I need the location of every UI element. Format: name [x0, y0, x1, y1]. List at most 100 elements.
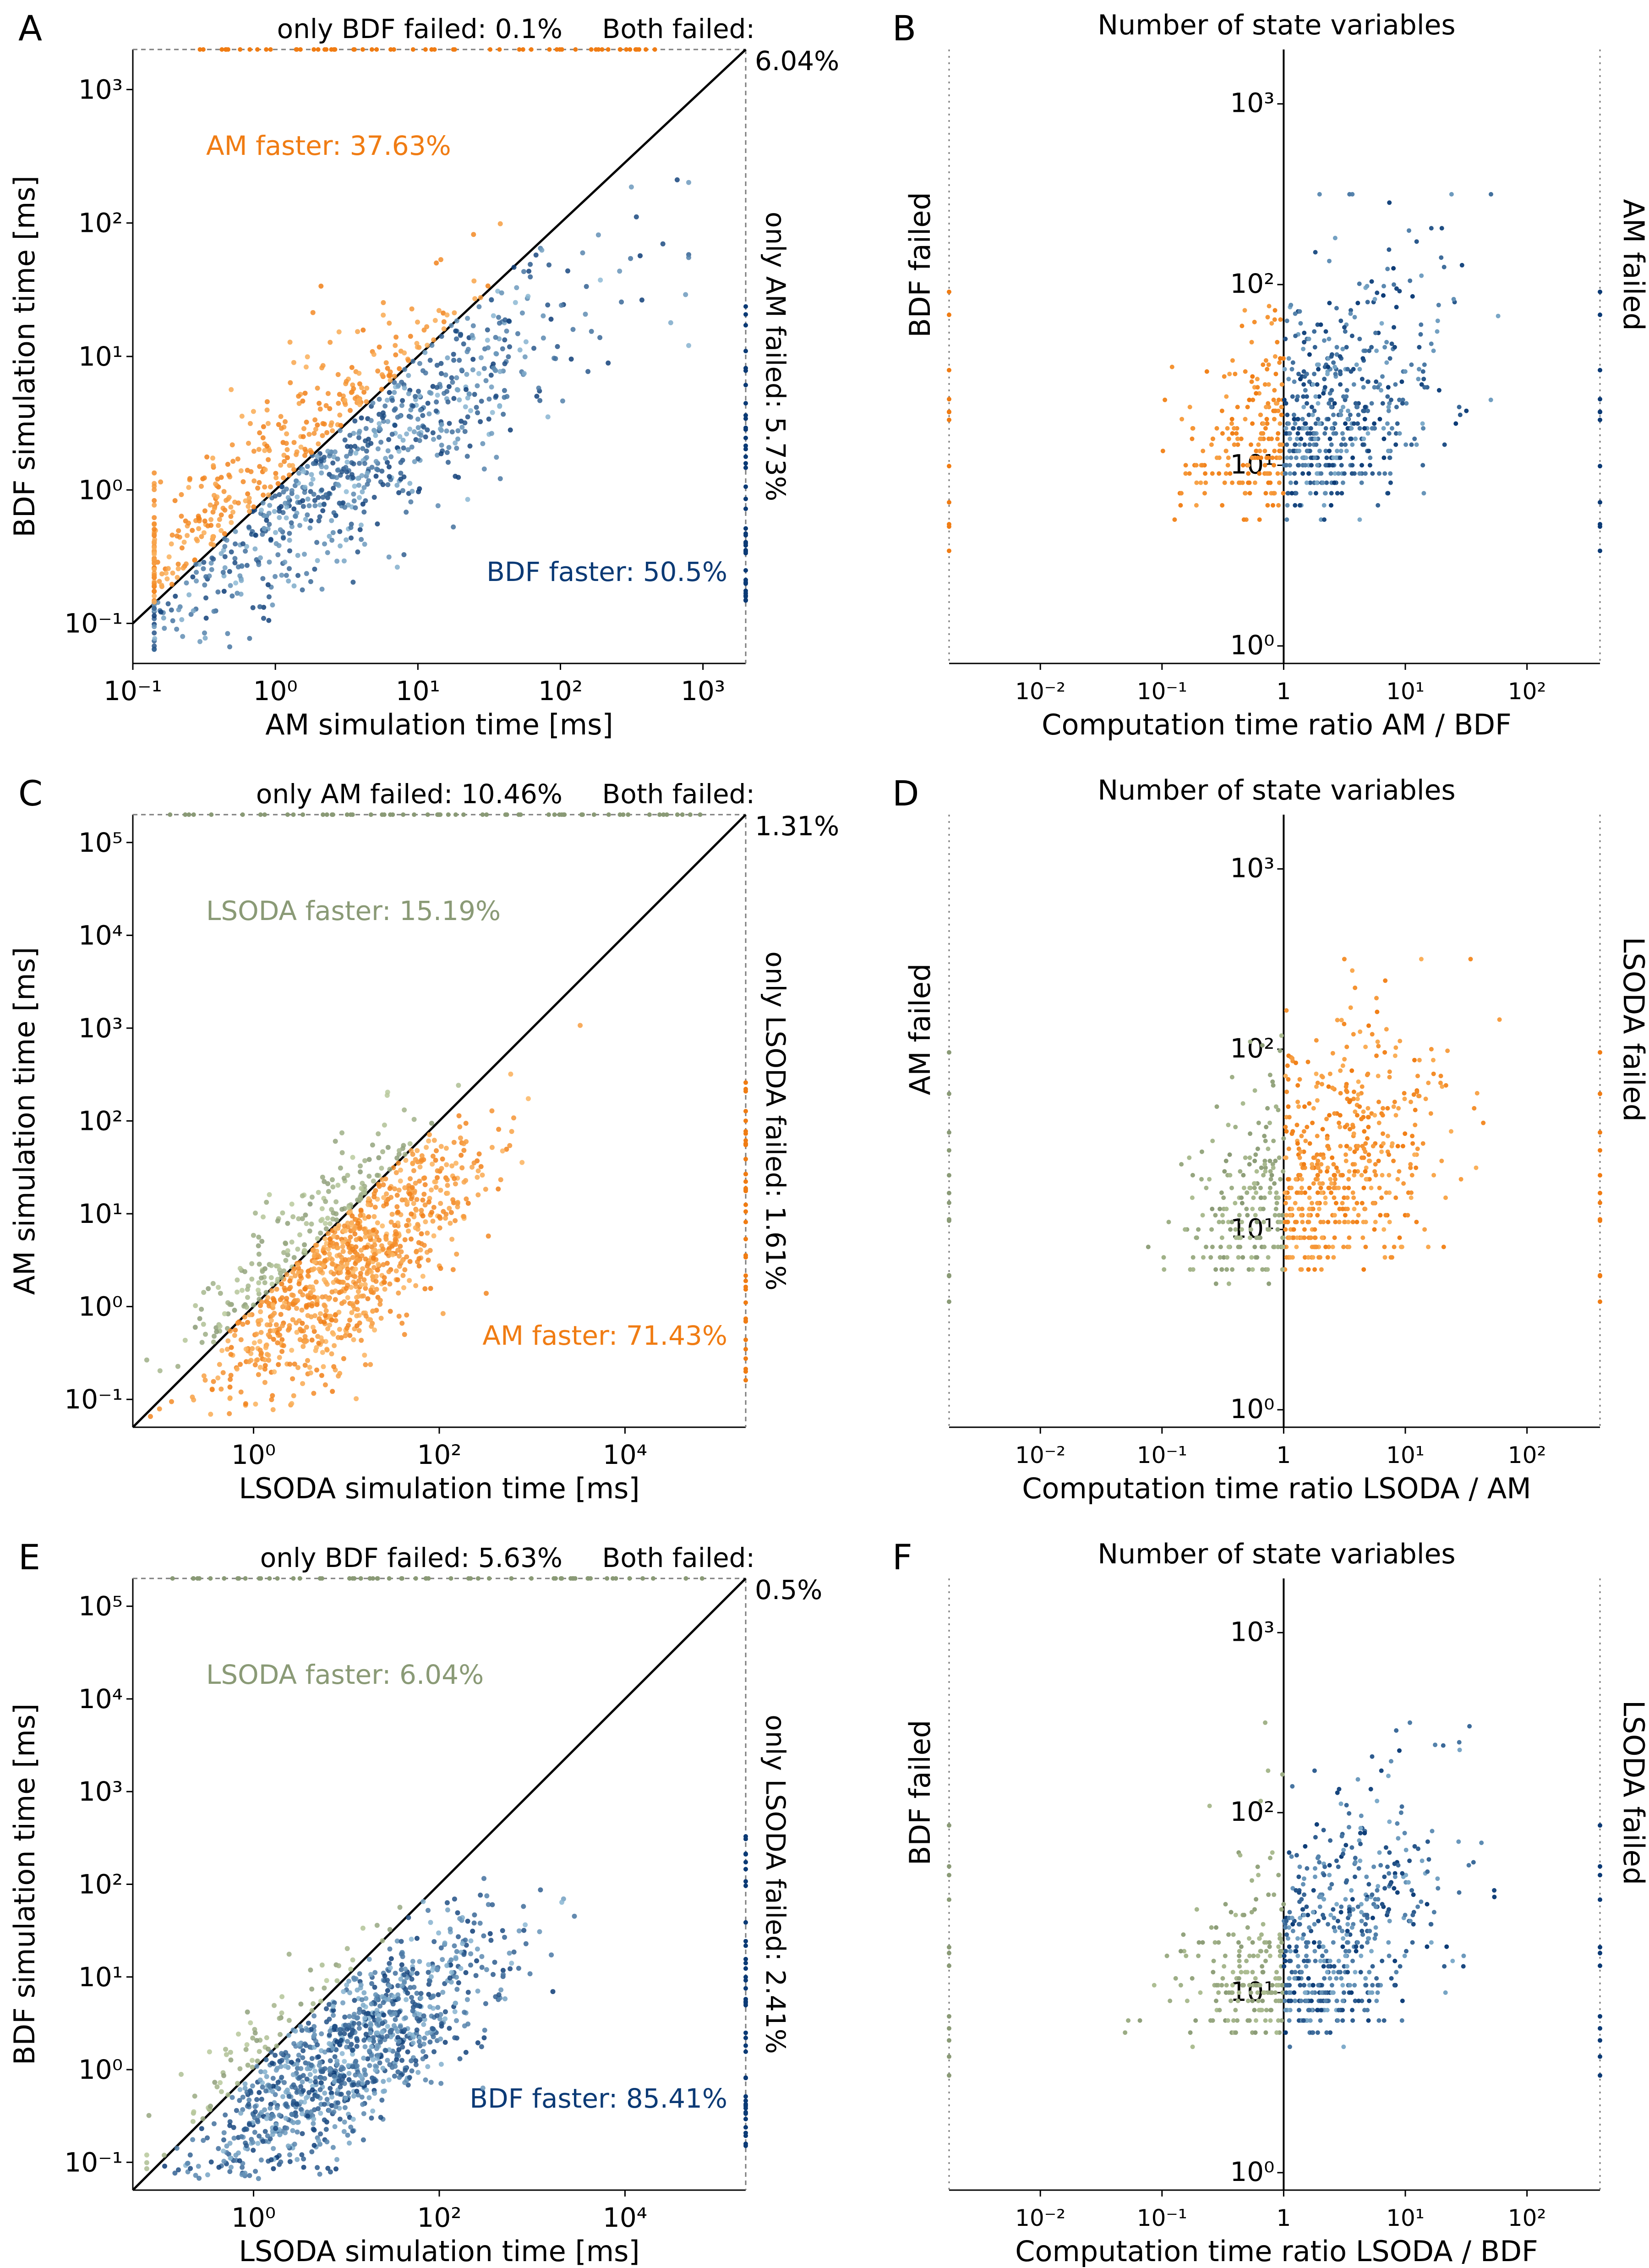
data-point: [242, 2081, 248, 2087]
failed-point: [401, 812, 406, 817]
data-point: [1338, 1144, 1343, 1149]
data-point: [257, 2077, 263, 2083]
data-point: [1272, 308, 1278, 313]
data-point: [435, 453, 440, 458]
data-point: [578, 1023, 583, 1028]
data-point: [270, 1393, 275, 1398]
data-point: [202, 518, 207, 524]
y-tick-label: 10⁻¹: [64, 2147, 123, 2178]
data-point: [1224, 1206, 1229, 1211]
data-point: [1393, 382, 1398, 387]
data-point: [335, 456, 340, 462]
data-point: [450, 379, 455, 385]
data-point: [1226, 455, 1231, 460]
data-point: [338, 1165, 343, 1171]
data-point: [1200, 1213, 1205, 1218]
data-point: [362, 2044, 368, 2049]
panel-letter: B: [892, 8, 916, 49]
data-point: [350, 2116, 356, 2122]
y-tick-label: 10¹: [78, 1198, 123, 1229]
data-point: [344, 489, 349, 494]
data-point: [1389, 341, 1394, 346]
data-point: [449, 1237, 455, 1242]
data-point: [246, 495, 252, 501]
data-point: [1301, 405, 1306, 410]
data-point: [1334, 345, 1339, 350]
data-point: [356, 2026, 362, 2031]
data-point: [1321, 503, 1327, 508]
data-point: [213, 1325, 219, 1331]
data-point: [306, 2021, 311, 2026]
failed-point: [186, 812, 191, 817]
data-point: [1360, 356, 1365, 361]
data-point: [1316, 1255, 1321, 1260]
data-point: [1366, 379, 1371, 384]
both-failed-label: Both failed:: [602, 778, 755, 810]
data-point: [1349, 369, 1354, 374]
data-point: [379, 2034, 385, 2040]
data-point: [1295, 1083, 1300, 1088]
data-point: [402, 1185, 408, 1190]
data-point: [152, 630, 157, 635]
data-point: [1435, 329, 1440, 334]
data-point: [311, 1391, 317, 1396]
failed-point: [743, 1879, 748, 1884]
data-point: [428, 2080, 434, 2085]
data-point: [1311, 1181, 1316, 1186]
data-point: [1361, 1220, 1366, 1225]
data-point: [1367, 348, 1372, 353]
data-point: [211, 463, 216, 468]
data-point: [1307, 1141, 1312, 1146]
data-point: [438, 1201, 443, 1206]
data-point: [433, 1184, 439, 1190]
data-point: [481, 1933, 486, 1939]
data-point: [232, 1308, 237, 1313]
data-point: [386, 2077, 392, 2082]
data-point: [1354, 1220, 1360, 1225]
data-point: [467, 444, 473, 449]
data-point: [335, 1335, 341, 1340]
data-point: [339, 1260, 344, 1265]
data-point: [286, 2093, 292, 2099]
only-failed-right-label: only LSODA failed: 2.41%: [760, 1715, 791, 2054]
failed-point: [262, 812, 267, 817]
data-point: [274, 2043, 279, 2049]
data-point: [1266, 382, 1271, 387]
data-point: [191, 1397, 197, 1402]
data-point: [453, 440, 458, 446]
data-point: [1383, 1213, 1388, 1218]
data-point: [1289, 1185, 1294, 1190]
data-point: [300, 434, 306, 439]
data-point: [262, 2129, 268, 2134]
data-point: [1363, 1044, 1368, 1049]
data-point: [308, 1370, 313, 1375]
data-point: [375, 1267, 380, 1273]
y-tick-label: 10⁰: [78, 1291, 123, 1322]
data-point: [1272, 1181, 1277, 1186]
data-point: [1340, 480, 1345, 485]
failed-point: [644, 47, 648, 52]
data-point: [1187, 405, 1192, 410]
data-point: [1272, 408, 1277, 413]
data-point: [572, 1913, 577, 1919]
data-point: [248, 1358, 254, 1363]
data-point: [1295, 416, 1300, 422]
data-point: [311, 1266, 317, 1271]
data-point: [210, 1281, 216, 1286]
y-tick-label: 10⁴: [78, 920, 123, 951]
data-point: [300, 1320, 305, 1326]
data-point: [1282, 463, 1287, 468]
data-point: [444, 389, 450, 394]
data-point: [1338, 372, 1343, 377]
data-point: [256, 1372, 261, 1377]
lower-faster-label: BDF faster: 85.41%: [470, 2083, 727, 2114]
data-point: [393, 352, 399, 357]
data-point: [1458, 412, 1463, 417]
data-point: [452, 1896, 457, 1902]
data-point: [253, 532, 258, 538]
data-point: [358, 1213, 363, 1218]
data-point: [390, 398, 395, 403]
data-point: [317, 1260, 322, 1266]
data-point: [365, 2056, 371, 2061]
data-point: [347, 2140, 352, 2146]
